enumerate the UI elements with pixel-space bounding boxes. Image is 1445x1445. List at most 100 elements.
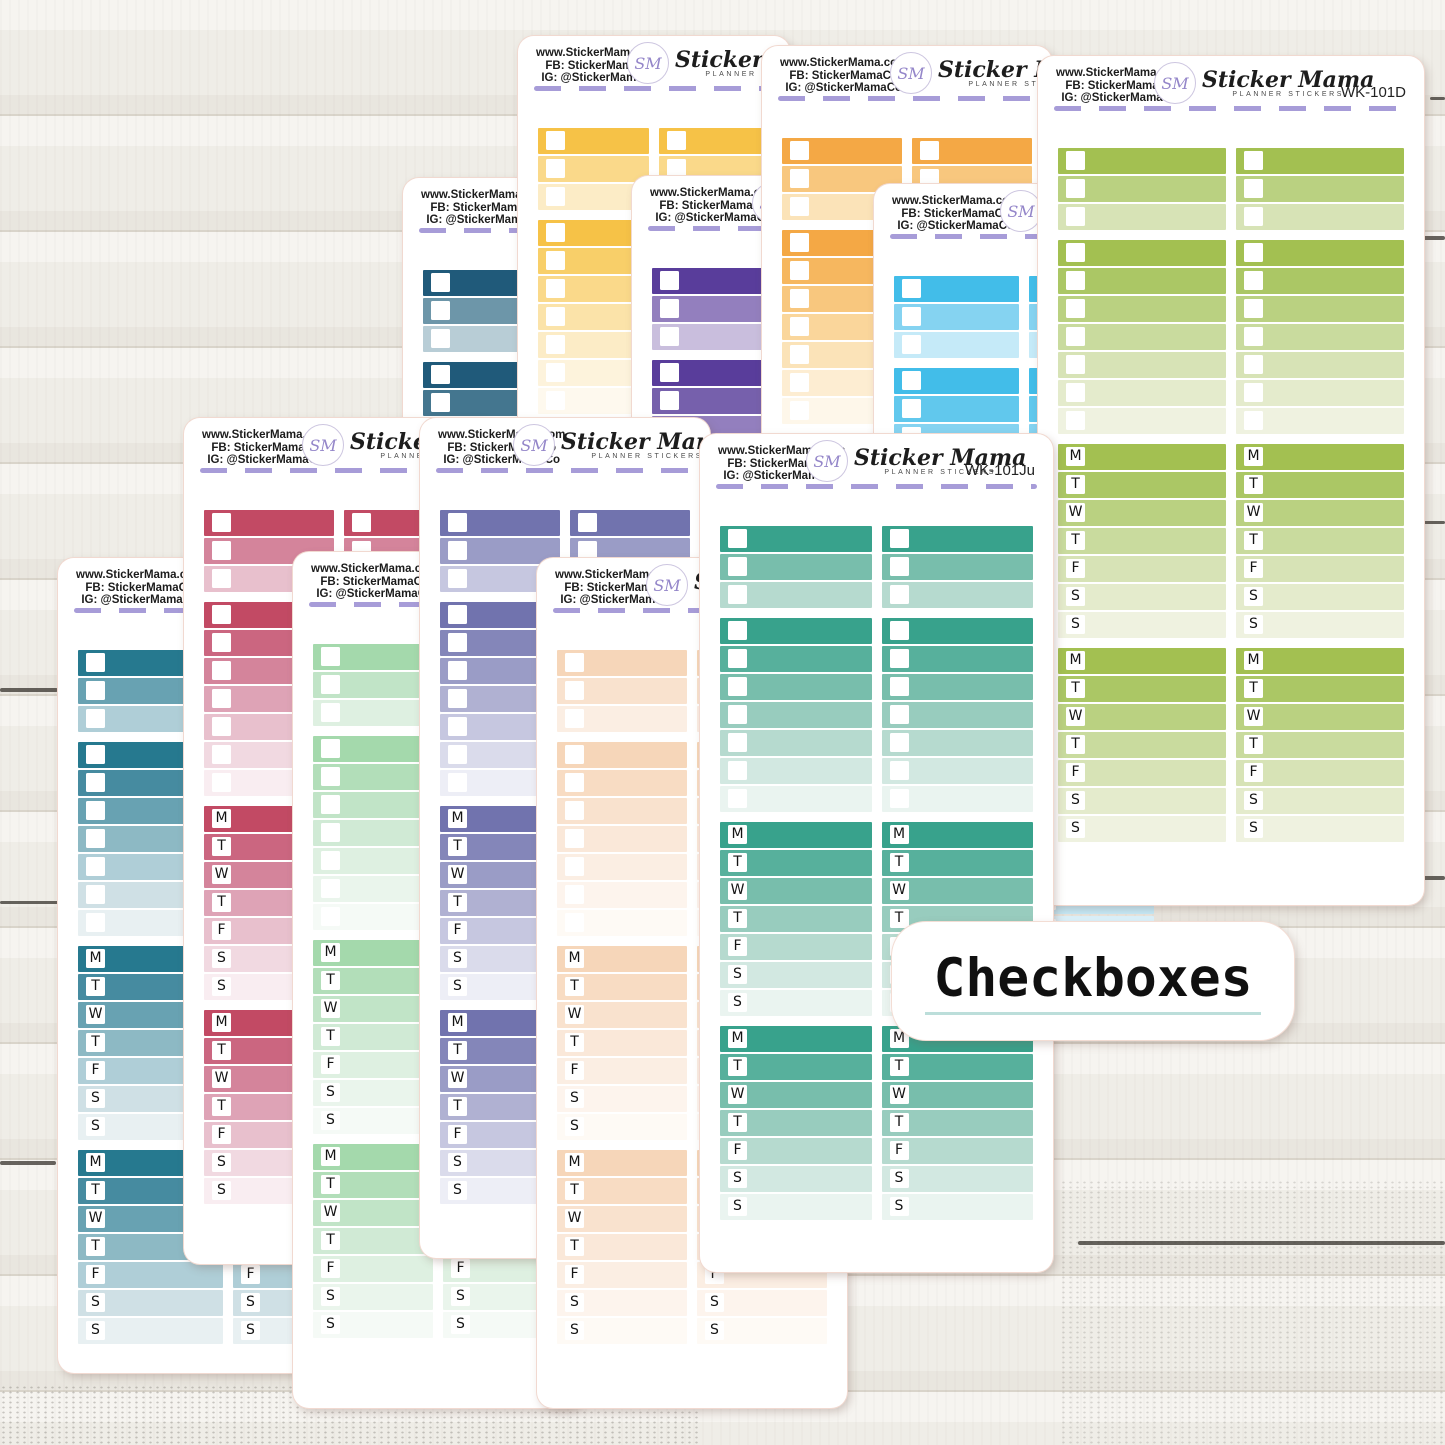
dashed-divider <box>716 484 1037 489</box>
checkbox-square: T <box>448 1041 467 1060</box>
checkbox-square: W <box>448 865 467 884</box>
checkbox-square: W <box>565 1209 584 1228</box>
checkbox-sticker <box>538 184 649 210</box>
checkbox-square <box>86 829 105 848</box>
checkbox-square: S <box>86 1293 105 1312</box>
checkbox-sticker <box>1236 204 1404 230</box>
checkbox-sticker <box>423 298 518 324</box>
weekday-checkbox-sticker: T <box>313 968 433 994</box>
sheet-contact-info: www.StickerMama.com FB: StickerMamaCo IG… <box>202 429 329 467</box>
checkbox-square: T <box>321 971 340 990</box>
checkbox-square <box>321 647 340 666</box>
checkbox-square <box>448 661 467 680</box>
checkbox-sticker <box>881 618 1033 644</box>
checkbox-square: W <box>86 1209 105 1228</box>
sm-monogram-icon: SM <box>646 564 688 606</box>
sheet-facebook: FB: StickerMamaCo <box>659 199 769 212</box>
checkbox-square: T <box>321 1231 340 1250</box>
checkbox-square <box>660 299 679 318</box>
checkbox-square <box>212 633 231 652</box>
checkbox-group <box>894 276 1019 358</box>
checkbox-square <box>1244 179 1263 198</box>
weekday-checkbox-sticker: T <box>1236 732 1404 758</box>
checkbox-square <box>448 513 467 532</box>
checkbox-square <box>321 675 340 694</box>
checkbox-sticker <box>538 128 649 154</box>
checkbox-square <box>86 745 105 764</box>
checkbox-square <box>212 569 231 588</box>
checkbox-sticker <box>538 276 649 302</box>
checkbox-sticker <box>720 618 872 644</box>
checkbox-square: F <box>86 1265 105 1284</box>
checkbox-square <box>889 621 909 640</box>
brand-subtitle: PLANNER STICKERS <box>591 453 704 460</box>
checkbox-sticker <box>313 644 433 670</box>
weekday-checkbox-sticker: S <box>78 1290 223 1316</box>
checkbox-square: T <box>889 909 909 928</box>
weekday-checkbox-sticker: S <box>1058 612 1226 638</box>
checkbox-group <box>538 220 649 414</box>
checkbox-square <box>1066 271 1085 290</box>
checkbox-sticker <box>313 820 433 846</box>
sheet-instagram: IG: @StickerMamaCo <box>541 72 659 84</box>
weekday-checkbox-sticker: M <box>557 1150 687 1176</box>
checkbox-square: F <box>212 921 231 940</box>
sheet-website: www.StickerMama.com <box>650 187 778 199</box>
weekday-checkbox-sticker: S <box>720 1194 872 1220</box>
weekday-checkbox-sticker: T <box>313 1228 433 1254</box>
sheet-instagram: IG: @StickerMamaCo <box>81 594 199 606</box>
weekday-checkbox-sticker: W <box>881 1082 1033 1108</box>
sheet-contact-info: www.StickerMama.com FB: StickerMamaCo IG… <box>650 187 777 225</box>
checkbox-sticker <box>1236 148 1404 174</box>
checkbox-square: M <box>448 809 467 828</box>
checkbox-square: T <box>1244 475 1263 494</box>
checkbox-square <box>565 653 584 672</box>
checkbox-square: S <box>321 1083 340 1102</box>
checkbox-square <box>565 745 584 764</box>
checkbox-square <box>660 271 679 290</box>
checkbox-square <box>212 513 231 532</box>
sheet-instagram: IG: @StickerMamaCo <box>316 588 434 600</box>
weekday-checkbox-sticker: S <box>313 1284 433 1310</box>
weekday-checkbox-sticker: F <box>557 1058 687 1084</box>
checkbox-sticker <box>881 554 1033 580</box>
checkbox-sticker <box>1058 240 1226 266</box>
weekday-checkbox-sticker: T <box>1236 472 1404 498</box>
weekday-checkbox-sticker: M <box>1058 444 1226 470</box>
checkbox-square <box>448 689 467 708</box>
weekday-checkbox-sticker: S <box>720 962 872 988</box>
checkbox-sticker <box>1058 268 1226 294</box>
checkbox-square <box>212 745 231 764</box>
weekday-checkbox-sticker: M <box>1236 648 1404 674</box>
weekday-checkbox-sticker: M <box>1236 444 1404 470</box>
checkbox-square <box>728 789 747 808</box>
checkbox-square <box>889 733 909 752</box>
sheet-instagram: IG: @StickerMamaCo <box>207 454 325 466</box>
weekday-checkbox-sticker: T <box>720 906 872 932</box>
brand-subtitle: PLANNER STICKERS <box>1232 91 1345 98</box>
checkbox-square <box>889 677 909 696</box>
checkbox-square <box>321 795 340 814</box>
checkbox-square: T <box>321 1175 340 1194</box>
checkbox-square <box>1244 243 1263 262</box>
checkbox-square: F <box>565 1265 584 1284</box>
checkbox-square <box>790 345 809 364</box>
checkbox-sticker <box>1236 296 1404 322</box>
checkbox-square <box>790 289 809 308</box>
checkbox-square <box>448 605 467 624</box>
checkbox-sticker <box>652 388 763 414</box>
weekday-checkbox-sticker: T <box>1058 528 1226 554</box>
checkbox-sticker <box>557 826 687 852</box>
weekday-checkbox-sticker: S <box>313 1080 433 1106</box>
checkbox-square: M <box>889 1029 909 1048</box>
checkbox-square: F <box>1066 763 1085 782</box>
sheet-facebook: FB: StickerMamaCo <box>1065 79 1175 92</box>
sheet-website: www.StickerMama.com <box>892 195 1020 207</box>
dashed-divider <box>436 468 694 473</box>
